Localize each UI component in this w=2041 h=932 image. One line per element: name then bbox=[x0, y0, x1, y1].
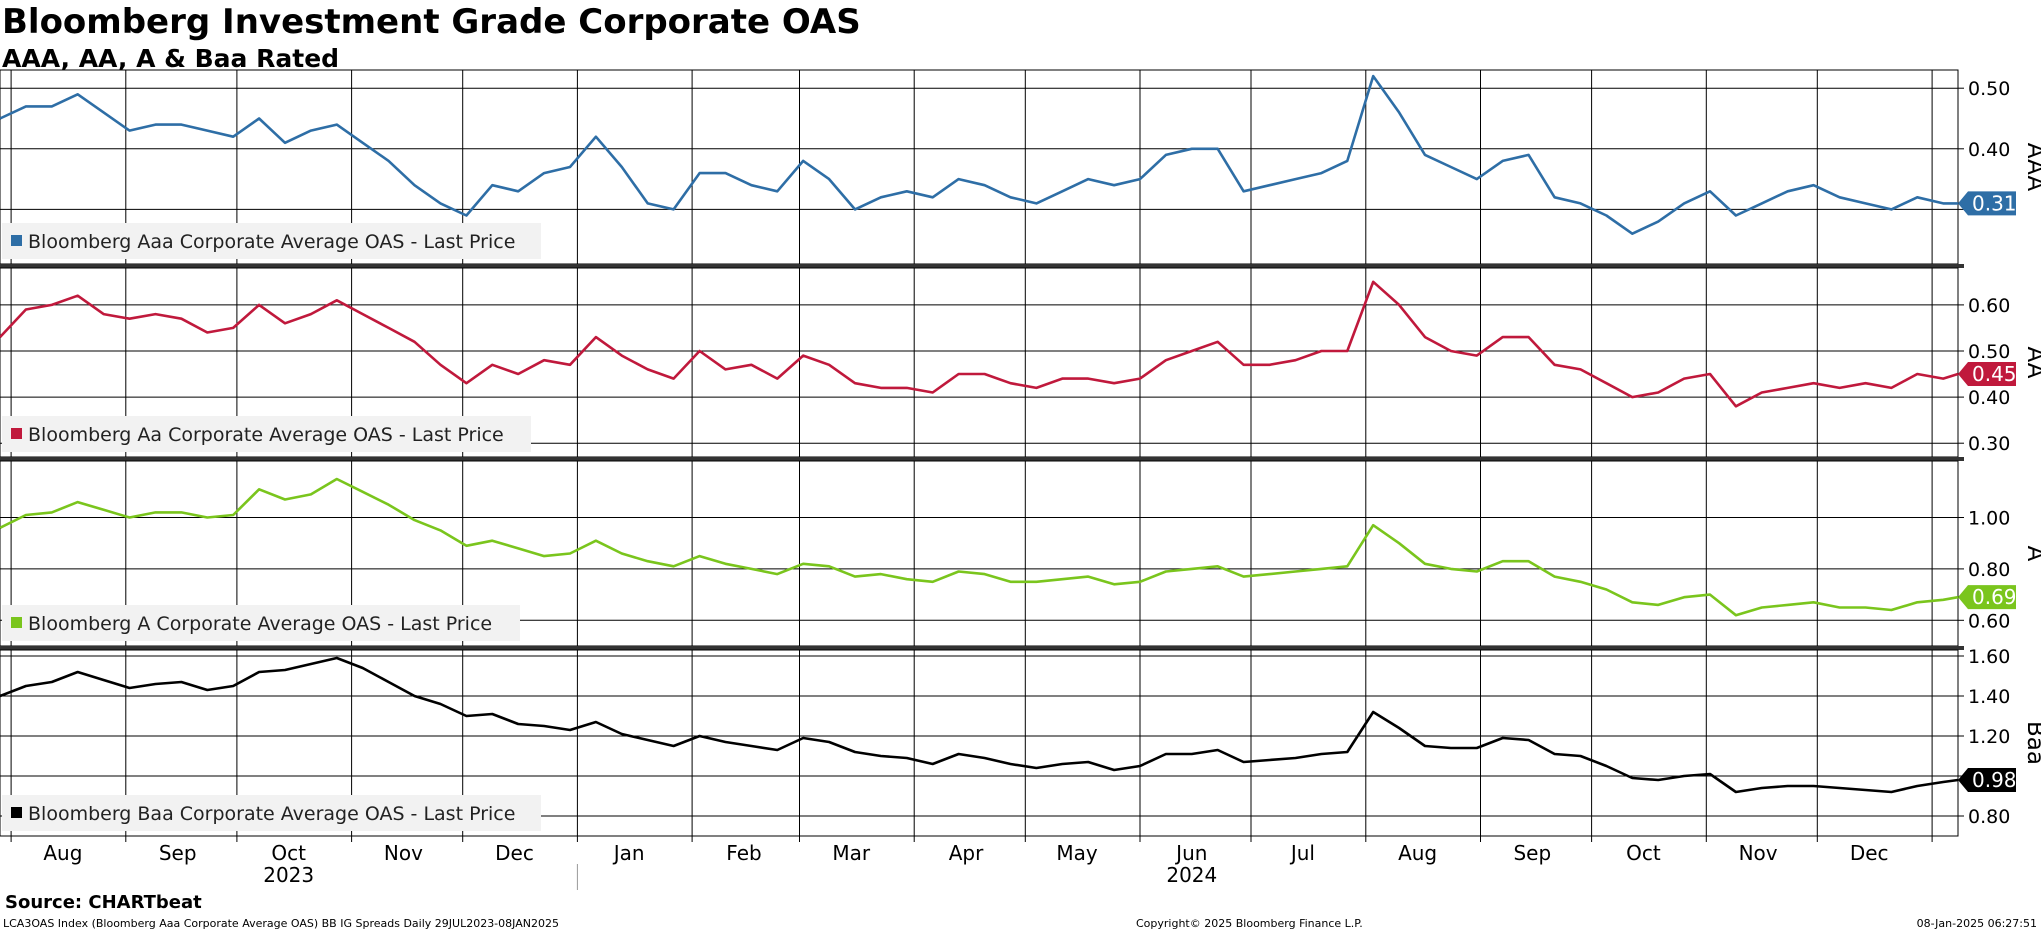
panel-separator bbox=[0, 457, 1964, 461]
last-value-badge bbox=[1958, 585, 2016, 610]
y-tick-label: 0.80 bbox=[1968, 559, 2010, 581]
y-tick-label: 1.20 bbox=[1968, 726, 2010, 748]
x-month-label: Nov bbox=[384, 841, 423, 865]
source-note: Source: CHARTbeat bbox=[5, 892, 202, 913]
series-line bbox=[0, 74, 1958, 235]
x-month-label: Sep bbox=[159, 841, 197, 865]
x-year-label: 2024 bbox=[1166, 863, 1217, 887]
last-value-label: 0.45 bbox=[1972, 362, 2017, 386]
x-month-label: Aug bbox=[43, 841, 82, 865]
y-tick-label: 1.60 bbox=[1968, 646, 2010, 668]
y-tick-label: 0.60 bbox=[1968, 610, 2010, 632]
panel-frame bbox=[0, 649, 1959, 837]
y-axis-label: AA bbox=[2022, 346, 2041, 378]
x-month-label: Sep bbox=[1513, 841, 1551, 865]
legend-label: Bloomberg Baa Corporate Average OAS - La… bbox=[28, 803, 515, 825]
last-value-label: 0.98 bbox=[1972, 768, 2017, 792]
legend-box bbox=[2, 416, 531, 452]
x-month-label: Oct bbox=[1626, 841, 1661, 865]
y-axis-label: Baa bbox=[2022, 721, 2041, 765]
legend-label: Bloomberg Aaa Corporate Average OAS - La… bbox=[28, 231, 515, 253]
series-line bbox=[0, 477, 1959, 617]
y-tick-label: 0.50 bbox=[1968, 78, 2010, 100]
legend-box bbox=[2, 605, 520, 641]
y-tick-label: 0.40 bbox=[1968, 139, 2010, 161]
x-month-label: Dec bbox=[1850, 841, 1889, 865]
last-value-badge bbox=[1958, 362, 2016, 387]
series-line bbox=[0, 656, 1959, 794]
x-month-label: Nov bbox=[1739, 841, 1778, 865]
x-month-label: Mar bbox=[832, 841, 871, 865]
y-tick-label: 0.30 bbox=[1968, 433, 2010, 455]
x-month-label: Jan bbox=[612, 841, 645, 865]
chart-subtitle: AAA, AA, A & Baa Rated bbox=[2, 44, 340, 73]
legend-swatch bbox=[11, 428, 22, 439]
panel-separator bbox=[0, 646, 1964, 650]
x-month-label: Oct bbox=[271, 841, 306, 865]
legend-swatch bbox=[11, 807, 22, 818]
x-month-label: Apr bbox=[949, 841, 984, 865]
chart-title: Bloomberg Investment Grade Corporate OAS bbox=[2, 2, 861, 42]
y-tick-label: 1.00 bbox=[1968, 508, 2010, 530]
footer-timestamp: 08-Jan-2025 06:27:51 bbox=[1916, 917, 2037, 930]
y-tick-label: 0.80 bbox=[1968, 806, 2010, 828]
last-value-label: 0.31 bbox=[1972, 191, 2017, 215]
y-axis-label: AAA bbox=[2022, 143, 2041, 192]
x-month-label: Jul bbox=[1289, 841, 1315, 865]
legend-label: Bloomberg Aa Corporate Average OAS - Las… bbox=[28, 424, 504, 446]
y-axis-label: A bbox=[2022, 546, 2041, 562]
footer-copyright: Copyright© 2025 Bloomberg Finance L.P. bbox=[1136, 917, 1363, 930]
last-value-label: 0.69 bbox=[1972, 585, 2017, 609]
legend-swatch bbox=[11, 235, 22, 246]
legend-swatch bbox=[11, 617, 22, 628]
x-month-label: Dec bbox=[495, 841, 534, 865]
y-tick-label: 0.60 bbox=[1968, 295, 2010, 317]
legend-box bbox=[2, 795, 541, 831]
footer-index-info: LCA3OAS Index (Bloomberg Aaa Corporate A… bbox=[3, 917, 559, 930]
legend-label: Bloomberg A Corporate Average OAS - Last… bbox=[28, 613, 492, 635]
y-tick-label: 0.50 bbox=[1968, 341, 2010, 363]
series-line bbox=[0, 280, 1959, 408]
x-month-label: Aug bbox=[1398, 841, 1437, 865]
x-month-label: May bbox=[1056, 841, 1098, 865]
x-month-label: Jun bbox=[1174, 841, 1207, 865]
y-tick-label: 0.40 bbox=[1968, 387, 2010, 409]
x-month-label: Feb bbox=[726, 841, 761, 865]
legend-box bbox=[2, 223, 541, 259]
last-value-badge bbox=[1958, 768, 2016, 792]
last-value-badge bbox=[1958, 191, 2016, 216]
panel-separator bbox=[0, 264, 1964, 268]
x-year-label: 2023 bbox=[263, 863, 314, 887]
y-tick-label: 1.40 bbox=[1968, 686, 2010, 708]
